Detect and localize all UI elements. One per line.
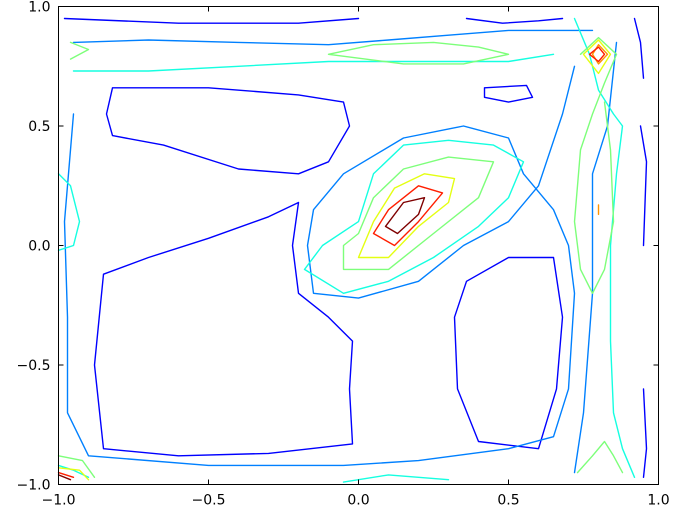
contour-line-level-4 (57, 455, 96, 478)
x-tick-label: −1.0 (42, 493, 76, 509)
contour-line-level-4 (327, 41, 510, 65)
contour-line-level-1 (465, 17, 564, 24)
contour-line-level-8 (384, 196, 426, 235)
y-tick-label: −0.5 (17, 358, 51, 374)
contour-line-level-3 (72, 53, 555, 72)
contour-line-level-7 (57, 471, 75, 478)
contour-line-level-5 (57, 467, 90, 481)
contour-line-level-1 (642, 388, 648, 478)
y-tick-label: 0.5 (28, 119, 50, 135)
contour-line-level-4 (573, 36, 618, 294)
contour-line-level-4 (69, 41, 90, 60)
contour-line-level-5 (357, 173, 456, 259)
contour-line-level-3 (342, 474, 450, 483)
x-tick-label: 0.0 (347, 493, 369, 509)
x-axis: −1.0 −0.5 0.0 0.5 1.0 (42, 6, 670, 509)
contour-line-level-4 (576, 440, 624, 474)
contour-line-level-4 (342, 156, 495, 271)
contour-line-level-2 (573, 41, 618, 474)
contour-line-level-5 (582, 39, 612, 75)
x-tick-label: 1.0 (647, 493, 669, 509)
contour-line-level-3 (57, 173, 81, 252)
y-tick-label: 0.0 (28, 239, 50, 255)
contour-line-level-7 (372, 185, 444, 247)
contour-line-level-1 (453, 256, 564, 450)
contour-line-level-3 (303, 139, 525, 294)
contour-line-level-1 (639, 125, 648, 247)
x-tick-label: −0.5 (192, 493, 226, 509)
contour-line-level-2 (72, 29, 594, 46)
y-axis: −1.0 −0.5 0.0 0.5 1.0 (17, 0, 659, 494)
contour-line-level-2 (63, 65, 576, 467)
contour-line-level-1 (105, 87, 351, 175)
contour-line-level-1 (93, 201, 354, 457)
contour-line-level-3 (573, 17, 636, 478)
contour-line-level-1 (483, 84, 534, 103)
y-tick-label: −1.0 (17, 478, 51, 494)
contour-line-level-1 (633, 17, 645, 79)
y-tick-label: 1.0 (28, 0, 50, 16)
contour-lines (57, 17, 648, 483)
contour-line-level-1 (63, 17, 360, 24)
x-tick-label: 0.5 (497, 493, 519, 509)
contour-line-level-8 (57, 474, 72, 481)
contour-line-level-7 (588, 46, 606, 63)
